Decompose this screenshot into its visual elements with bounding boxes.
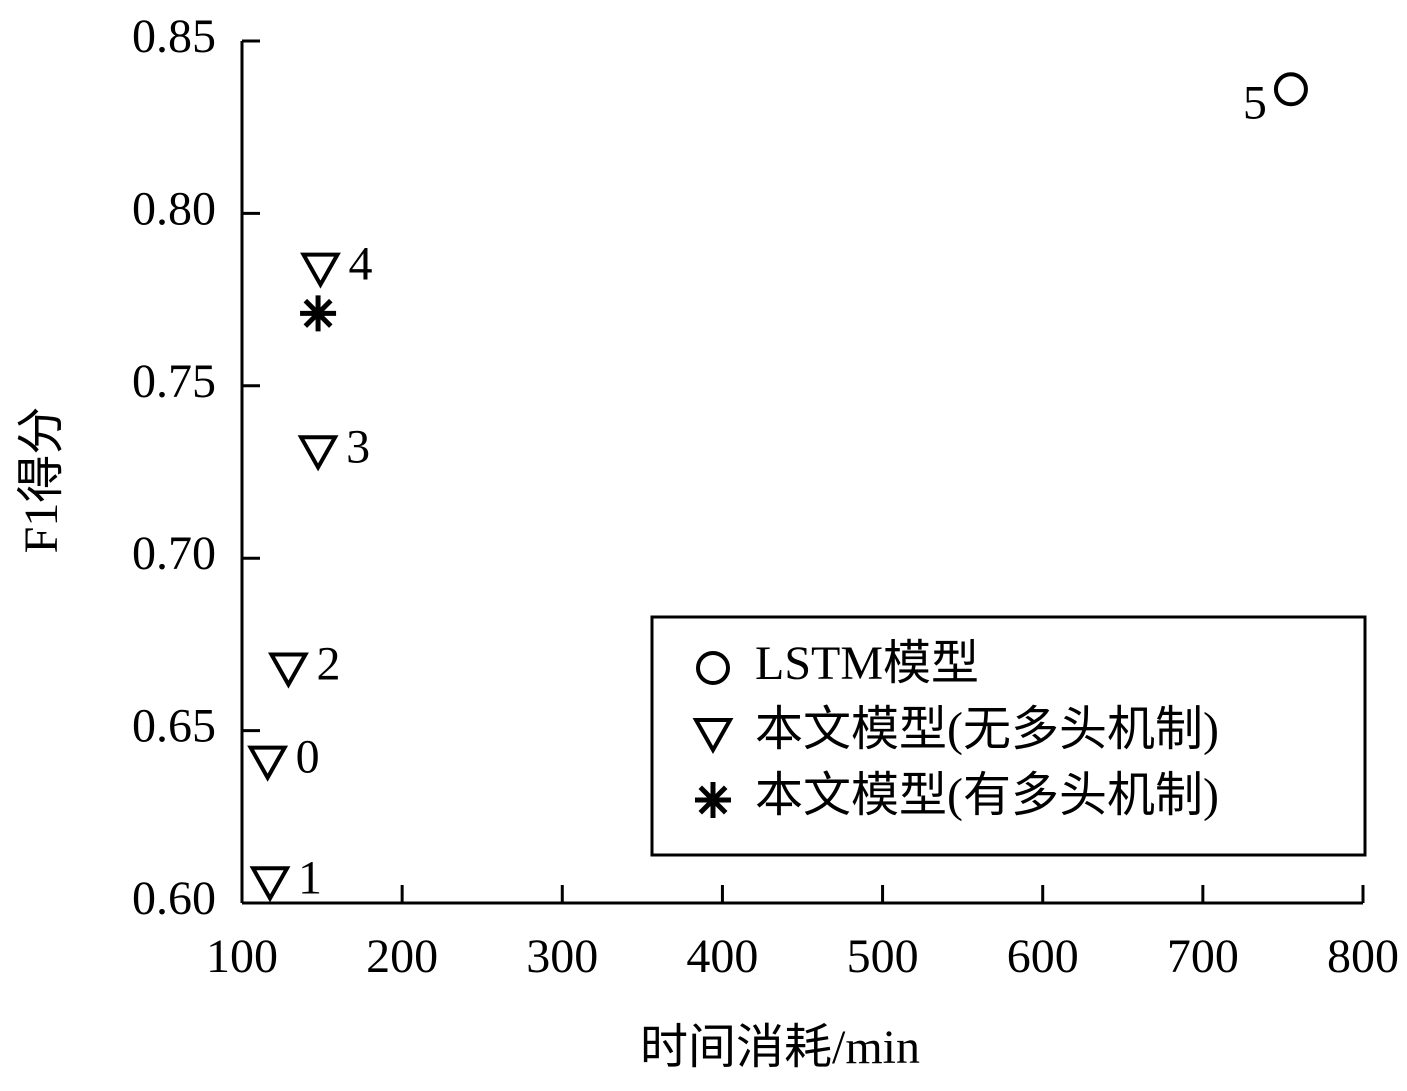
y-tick-label: 0.65 xyxy=(132,700,216,753)
x-tick-label: 100 xyxy=(206,930,278,983)
y-tick-label: 0.80 xyxy=(132,182,216,235)
x-tick-label: 400 xyxy=(686,930,758,983)
legend-label: 本文模型(无多头机制) xyxy=(755,703,1219,756)
x-tick-label: 700 xyxy=(1167,930,1239,983)
point-label: 4 xyxy=(348,238,372,291)
legend-label: 本文模型(有多头机制) xyxy=(755,769,1219,822)
x-tick-label: 800 xyxy=(1327,930,1399,983)
x-tick-label: 200 xyxy=(366,930,438,983)
y-tick-label: 0.85 xyxy=(132,10,216,63)
point-label: 2 xyxy=(316,638,340,691)
marker xyxy=(300,295,337,332)
legend-box xyxy=(650,615,1367,857)
point-label: 5 xyxy=(1243,76,1267,129)
legend-marker xyxy=(695,782,731,818)
legend-label: LSTM模型 xyxy=(755,637,979,690)
marker xyxy=(247,745,289,782)
marker xyxy=(300,252,341,289)
marker xyxy=(268,652,309,689)
point-label: 0 xyxy=(296,731,320,784)
y-tick-label: 0.60 xyxy=(132,872,216,925)
point-label: 1 xyxy=(298,851,322,904)
point-label: 3 xyxy=(346,420,370,473)
marker xyxy=(249,866,291,903)
legend-marker xyxy=(692,718,734,755)
x-tick-label: 500 xyxy=(847,930,919,983)
y-tick-label: 0.70 xyxy=(132,527,216,580)
marker xyxy=(297,435,339,472)
x-tick-label: 600 xyxy=(1007,930,1079,983)
legend-marker xyxy=(696,651,730,685)
x-axis-label: 时间消耗/min xyxy=(640,1021,920,1074)
marker xyxy=(1273,72,1308,107)
x-tick-label: 300 xyxy=(526,930,598,983)
y-axis-label: F1得分 xyxy=(15,407,68,554)
y-tick-label: 0.75 xyxy=(132,355,216,408)
